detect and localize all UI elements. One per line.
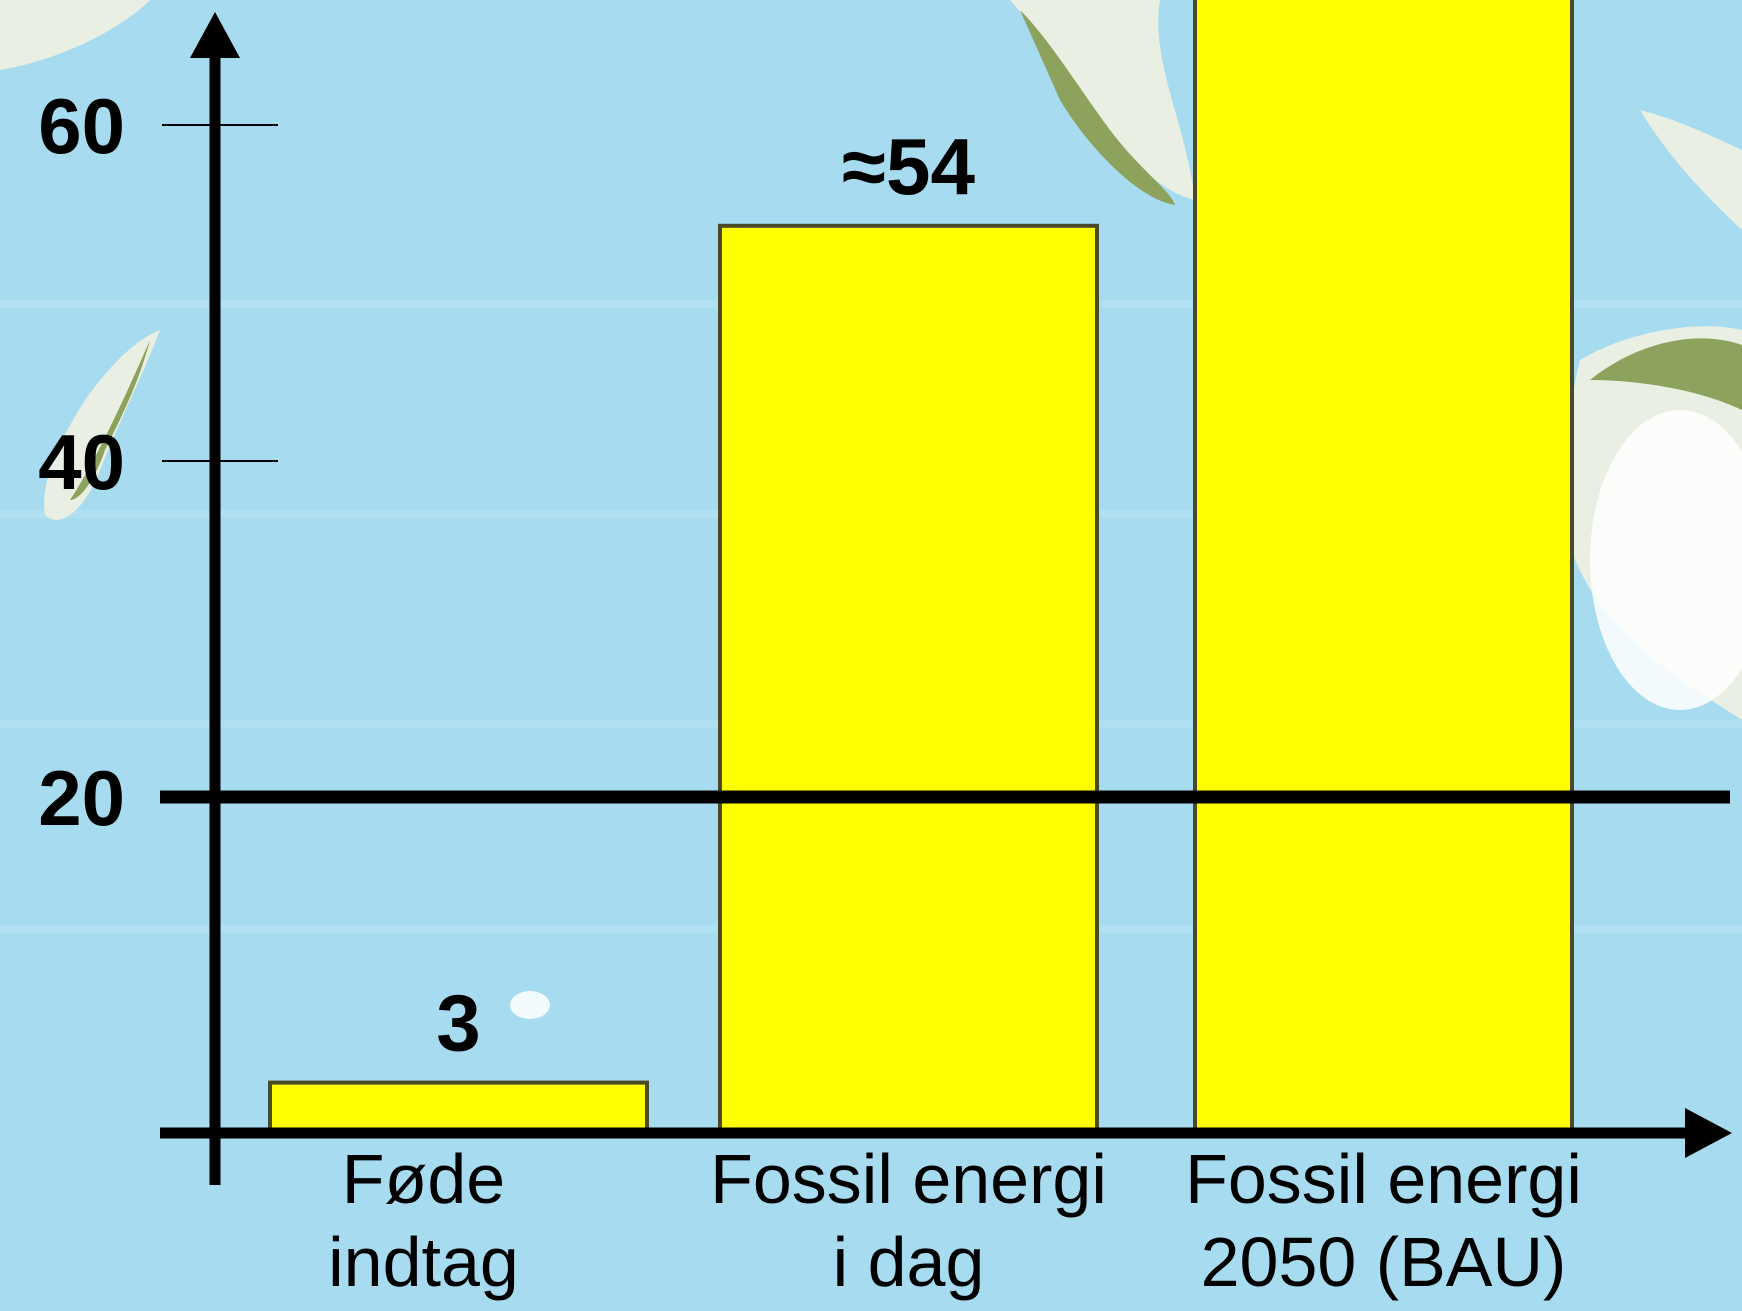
category-label-2-line-2: i dag [833,1223,985,1301]
data-label-1: 3 [436,979,481,1068]
y-tick-label-60: 60 [38,82,125,170]
bar-1 [268,1080,649,1135]
bar-2 [718,223,1099,1136]
data-label-2: ≈54 [842,122,975,211]
category-label-3-line-2: 2050 (BAU) [1201,1223,1567,1301]
y-axis-arrow [190,12,240,58]
category-label-2-line-1: Fossil energi [710,1140,1107,1218]
y-tick-label-20: 20 [38,754,125,842]
category-label-1-line-2: indtag [328,1223,519,1301]
y-tick-label-40: 40 [38,418,125,506]
bar-3 [1193,0,1574,1135]
category-label-3-line-1: Fossil energi [1185,1140,1582,1218]
x-axis-arrow [1685,1108,1732,1158]
category-label-1-line-1: Føde [342,1140,505,1218]
